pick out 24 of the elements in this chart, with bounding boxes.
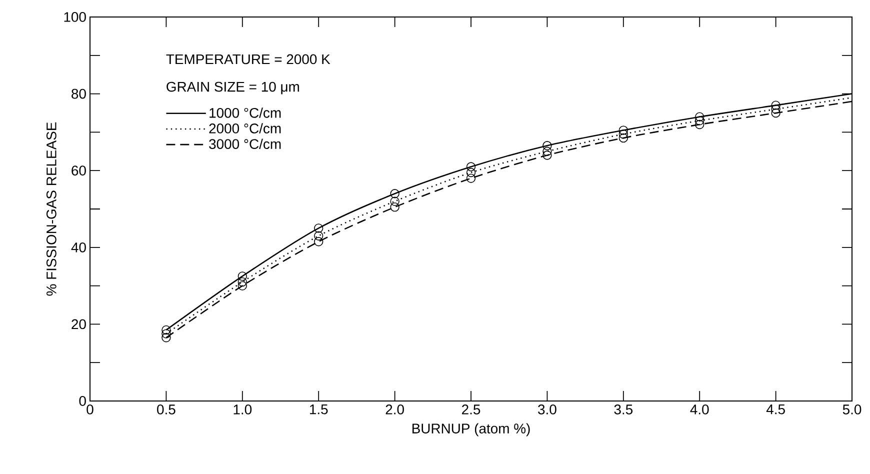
x-tick-label: 0.5 [157, 404, 176, 414]
x-tick-label: 3.5 [614, 404, 633, 414]
x-tick-label: 5.0 [842, 404, 862, 414]
legend-label: 2000 °C/cm [209, 123, 281, 134]
annotation: GRAIN SIZE = 10 μm [166, 82, 299, 94]
y-tick-label: 40 [71, 242, 86, 252]
legend-label: 3000 °C/cm [209, 138, 281, 150]
y-tick-label: 60 [72, 166, 86, 176]
y-tick-label: 80 [72, 88, 86, 99]
x-tick-label: 2.0 [386, 404, 404, 414]
y-tick-label: 20 [72, 319, 86, 330]
x-axis-title: BURNUP (atom %) [412, 423, 530, 436]
y-axis-title: % FISSION-GAS RELEASE [46, 122, 56, 296]
x-tick-label: 4.5 [766, 404, 785, 414]
x-tick-label: 1.0 [234, 404, 252, 414]
x-tick-label: 4.0 [690, 404, 709, 414]
x-tick-label: 2.5 [462, 404, 480, 414]
legend-label: 1000 °C/cm [210, 108, 281, 118]
annotation: TEMPERATURE = 2000 K [166, 54, 330, 64]
x-tick-label: 1.5 [310, 404, 328, 414]
x-tick-label: 0 [86, 404, 94, 414]
y-tick-label: 0 [79, 396, 86, 406]
x-tick-label: 3.0 [538, 404, 556, 414]
y-tick-label: 100 [64, 12, 86, 22]
